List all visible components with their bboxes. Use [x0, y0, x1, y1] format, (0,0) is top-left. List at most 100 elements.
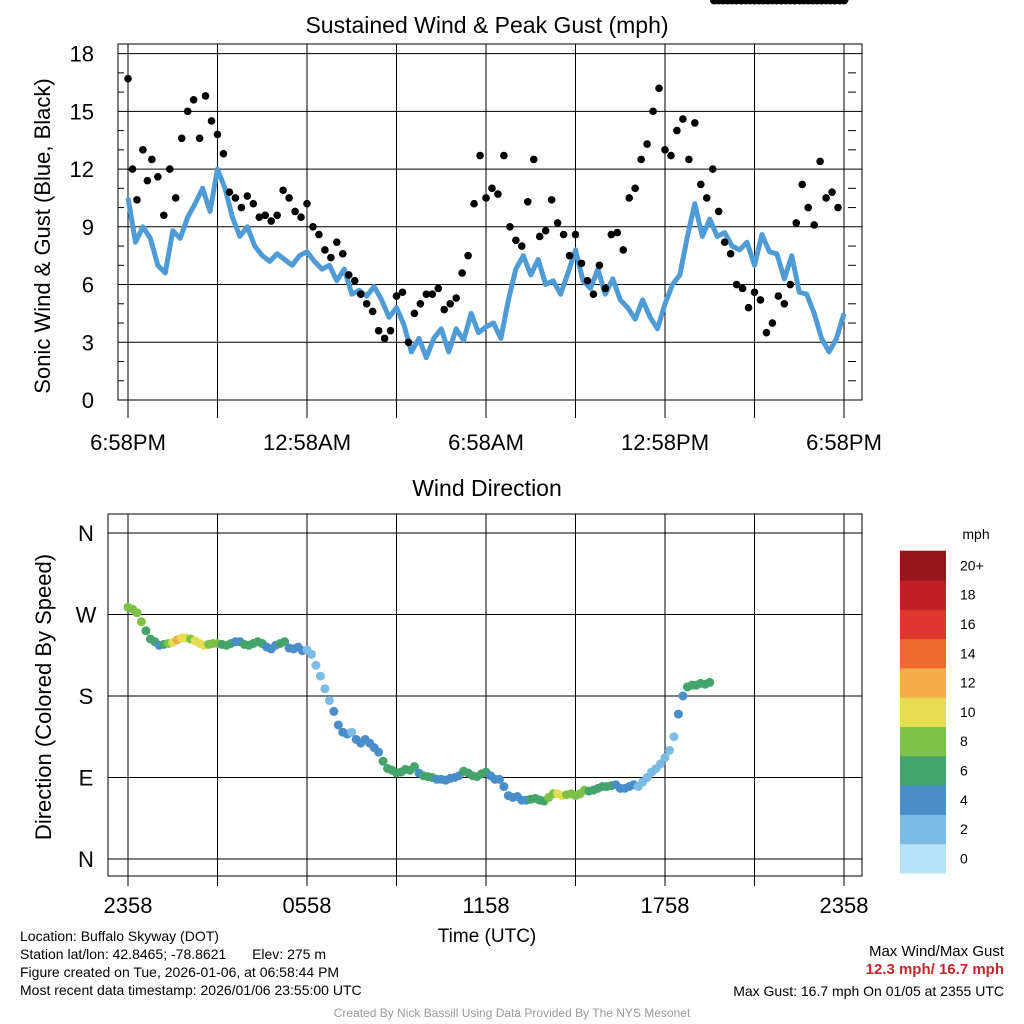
gust-point — [810, 221, 818, 229]
gust-point — [601, 284, 610, 293]
gust-point — [333, 238, 341, 247]
legend-label: 10 — [960, 704, 976, 720]
gust-point — [267, 217, 276, 225]
gust-point — [154, 172, 162, 181]
gust-point — [189, 96, 198, 104]
direction-point — [660, 753, 670, 763]
wind-ytick-label: 3 — [82, 330, 94, 355]
gust-point — [631, 184, 639, 193]
gust-point — [350, 276, 359, 285]
gust-point — [315, 230, 323, 239]
gust-point — [482, 194, 490, 202]
direction-point — [673, 709, 683, 719]
gust-point — [518, 242, 526, 250]
gust-point — [506, 223, 514, 231]
direction-ytick-label: N — [78, 847, 94, 872]
gust-point — [673, 126, 681, 135]
wind-xtick-label: 6:58AM — [448, 430, 524, 455]
direction-chart-xlabel: Time (UTC) — [438, 926, 537, 947]
direction-ytick-label: S — [79, 684, 94, 709]
gust-point — [177, 134, 186, 143]
legend-label: 6 — [960, 762, 968, 778]
wind-ytick-label: 6 — [82, 273, 94, 298]
direction-point — [494, 774, 504, 784]
gust-point — [607, 230, 616, 239]
gust-point — [380, 334, 389, 343]
direction-point — [141, 626, 151, 636]
legend-label: 16 — [960, 616, 976, 632]
direction-point — [320, 684, 330, 694]
gust-point — [255, 213, 264, 221]
gust-point — [398, 288, 407, 297]
gust-point — [685, 155, 693, 164]
direction-point — [132, 608, 142, 618]
wind-chart-minor-ticks — [118, 72, 856, 382]
gust-point — [476, 151, 484, 160]
gust-point — [386, 326, 395, 335]
gust-point — [133, 196, 141, 204]
latlon-text: Station lat/lon: 42.8465; -78.8621 — [20, 946, 227, 962]
direction-ytick-label: W — [76, 603, 97, 628]
gust-point — [297, 213, 305, 221]
gust-point — [368, 307, 377, 316]
direction-point — [378, 756, 388, 766]
gust-point — [744, 303, 753, 312]
direction-point — [311, 660, 321, 670]
gust-point — [637, 155, 645, 164]
direction-point — [347, 727, 357, 737]
gust-point — [374, 326, 383, 335]
legend-swatch — [900, 814, 946, 845]
sustained-wind-line — [125, 166, 847, 361]
direction-point — [374, 747, 384, 757]
direction-ytick-label: N — [78, 521, 94, 546]
gust-point — [356, 290, 365, 298]
gust-point — [547, 196, 556, 204]
gust-point — [822, 194, 830, 202]
direction-point — [678, 691, 688, 701]
gust-point — [786, 280, 795, 289]
gust-point — [309, 223, 317, 231]
legend-unit: mph — [962, 526, 989, 542]
gust-point — [279, 186, 287, 195]
gust-point — [171, 194, 180, 202]
gust-point — [470, 199, 478, 208]
wind-chart-grid — [118, 44, 862, 418]
direction-chart-xticks: 2358 0558 1158 1758 2358 — [104, 893, 869, 918]
gust-point — [756, 296, 765, 304]
gust-point — [422, 290, 431, 298]
gust-point — [697, 180, 705, 189]
gust-point — [213, 130, 222, 139]
gust-point — [553, 219, 562, 227]
direction-point — [839, 0, 849, 5]
gust-point — [655, 84, 663, 93]
gust-point — [714, 207, 723, 216]
location-text: Location: Buffalo Skyway (DOT) — [20, 928, 219, 944]
direction-chart-frame — [107, 513, 863, 877]
station-info: Location: Buffalo Skyway (DOT) Station l… — [20, 927, 362, 999]
gust-point — [428, 290, 437, 298]
gust-point — [285, 194, 293, 202]
legend-label: 18 — [960, 587, 976, 603]
gust-point — [201, 92, 210, 100]
direction-point — [136, 617, 146, 627]
gust-point — [583, 276, 592, 285]
direction-xtick-label: 0558 — [283, 893, 332, 918]
gust-point — [667, 151, 675, 160]
gust-point — [726, 249, 735, 258]
gust-point — [458, 269, 466, 277]
gust-point — [768, 319, 777, 327]
direction-xtick-label: 2358 — [820, 893, 869, 918]
direction-point — [306, 649, 316, 659]
direction-point — [409, 762, 419, 772]
gust-point — [124, 74, 132, 83]
legend-swatch — [900, 785, 946, 815]
max-gust-text: Max Gust: 16.7 mph On 01/05 at 2355 UTC — [733, 983, 1004, 999]
direction-chart-ylabel: Direction (Colored By Speed) — [31, 554, 56, 840]
gust-point — [207, 117, 216, 125]
direction-point — [664, 745, 674, 755]
gust-point — [679, 115, 687, 123]
gust-point — [303, 199, 311, 208]
gust-point — [291, 207, 299, 216]
legend-swatch — [900, 609, 946, 640]
